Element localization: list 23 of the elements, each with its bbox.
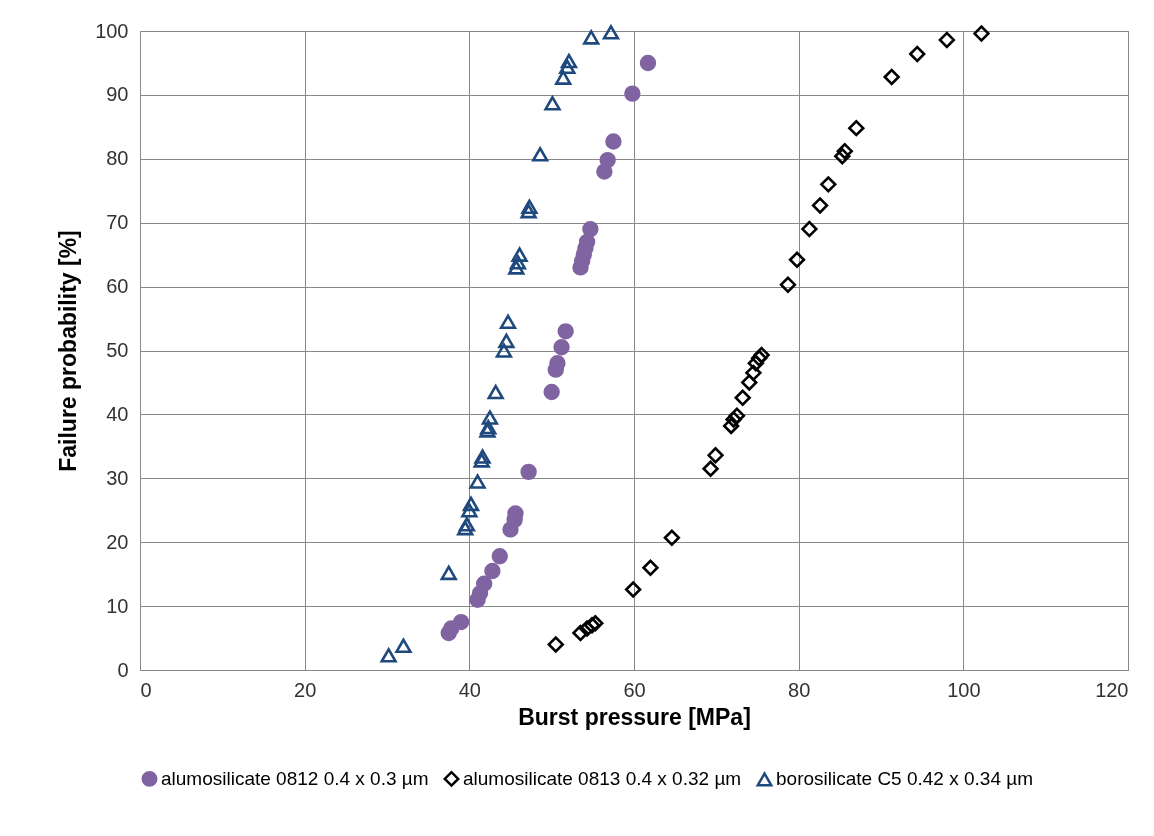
y-tick-label: 30: [106, 466, 129, 489]
legend-label: alumosilicate 0812 0.4 x 0.3 µm: [161, 767, 429, 789]
x-tick-label: 120: [1095, 678, 1129, 701]
y-tick-label: 90: [106, 83, 129, 106]
y-tick-label: 70: [106, 211, 129, 234]
y-tick-label: 80: [106, 147, 129, 170]
y-tick-label: 20: [106, 530, 129, 553]
legend-label: borosilicate C5 0.42 x 0.34 µm: [776, 768, 1034, 790]
x-tick-label: 80: [788, 678, 811, 701]
y-tick-label: 100: [95, 19, 129, 42]
x-tick-label: 60: [623, 678, 646, 701]
y-tick-label: 50: [106, 339, 129, 361]
y-tick-label: 10: [106, 594, 129, 617]
x-tick-label: 0: [140, 678, 152, 701]
legend-label: alumosilicate 0813 0.4 x 0.32 µm: [463, 767, 742, 789]
y-tick-label: 40: [106, 402, 129, 425]
x-axis-title: Burst pressure [MPa]: [518, 703, 751, 730]
x-tick-label: 100: [947, 678, 981, 701]
y-tick-label: 60: [106, 275, 129, 298]
x-tick-label: 20: [294, 678, 317, 701]
y-tick-label: 0: [117, 658, 129, 681]
y-axis-title: Failure probability [%]: [55, 230, 82, 472]
x-tick-label: 40: [458, 678, 481, 701]
